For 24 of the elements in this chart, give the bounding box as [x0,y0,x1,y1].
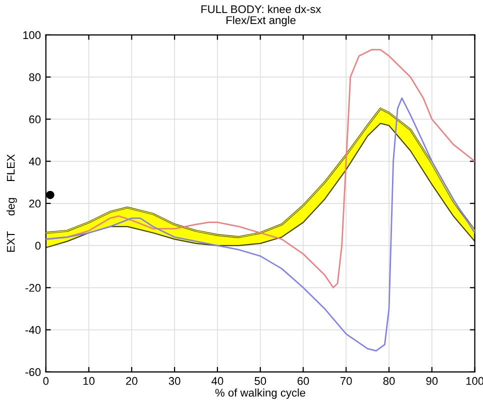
y-tick-label: 100 [23,31,41,40]
x-tick-label: 10 [83,377,95,385]
x-axis-title: % of walking cycle [215,388,306,399]
y-tick-label: 80 [29,73,41,82]
x-tick-label: 20 [126,377,138,385]
y-tick-label: 40 [28,158,41,166]
x-tick-label: 50 [254,377,266,385]
line-series [46,97,475,352]
y-tick-label: 60 [29,115,41,124]
x-tick-label: 70 [340,377,352,385]
y-tick-label: -20 [25,284,41,292]
x-tick-label: 90 [426,377,438,385]
y-axis-title: EXT deg FLEX [6,154,17,252]
chart-subtitle: Flex/Ext angle [226,16,296,26]
y-tick-label: 0 [35,242,41,250]
y-tick-label: 20 [29,200,41,208]
x-tick-label: 60 [298,377,309,385]
chart-title: FULL BODY: knee dx-sx [201,4,322,14]
y-tick-label: -60 [25,368,41,376]
x-tick-label: 80 [383,377,395,385]
x-tick-label: 0 [43,377,49,385]
y-tick-label: -40 [25,326,41,334]
x-tick-label: 30 [168,377,180,385]
x-tick-label: 40 [212,377,224,385]
